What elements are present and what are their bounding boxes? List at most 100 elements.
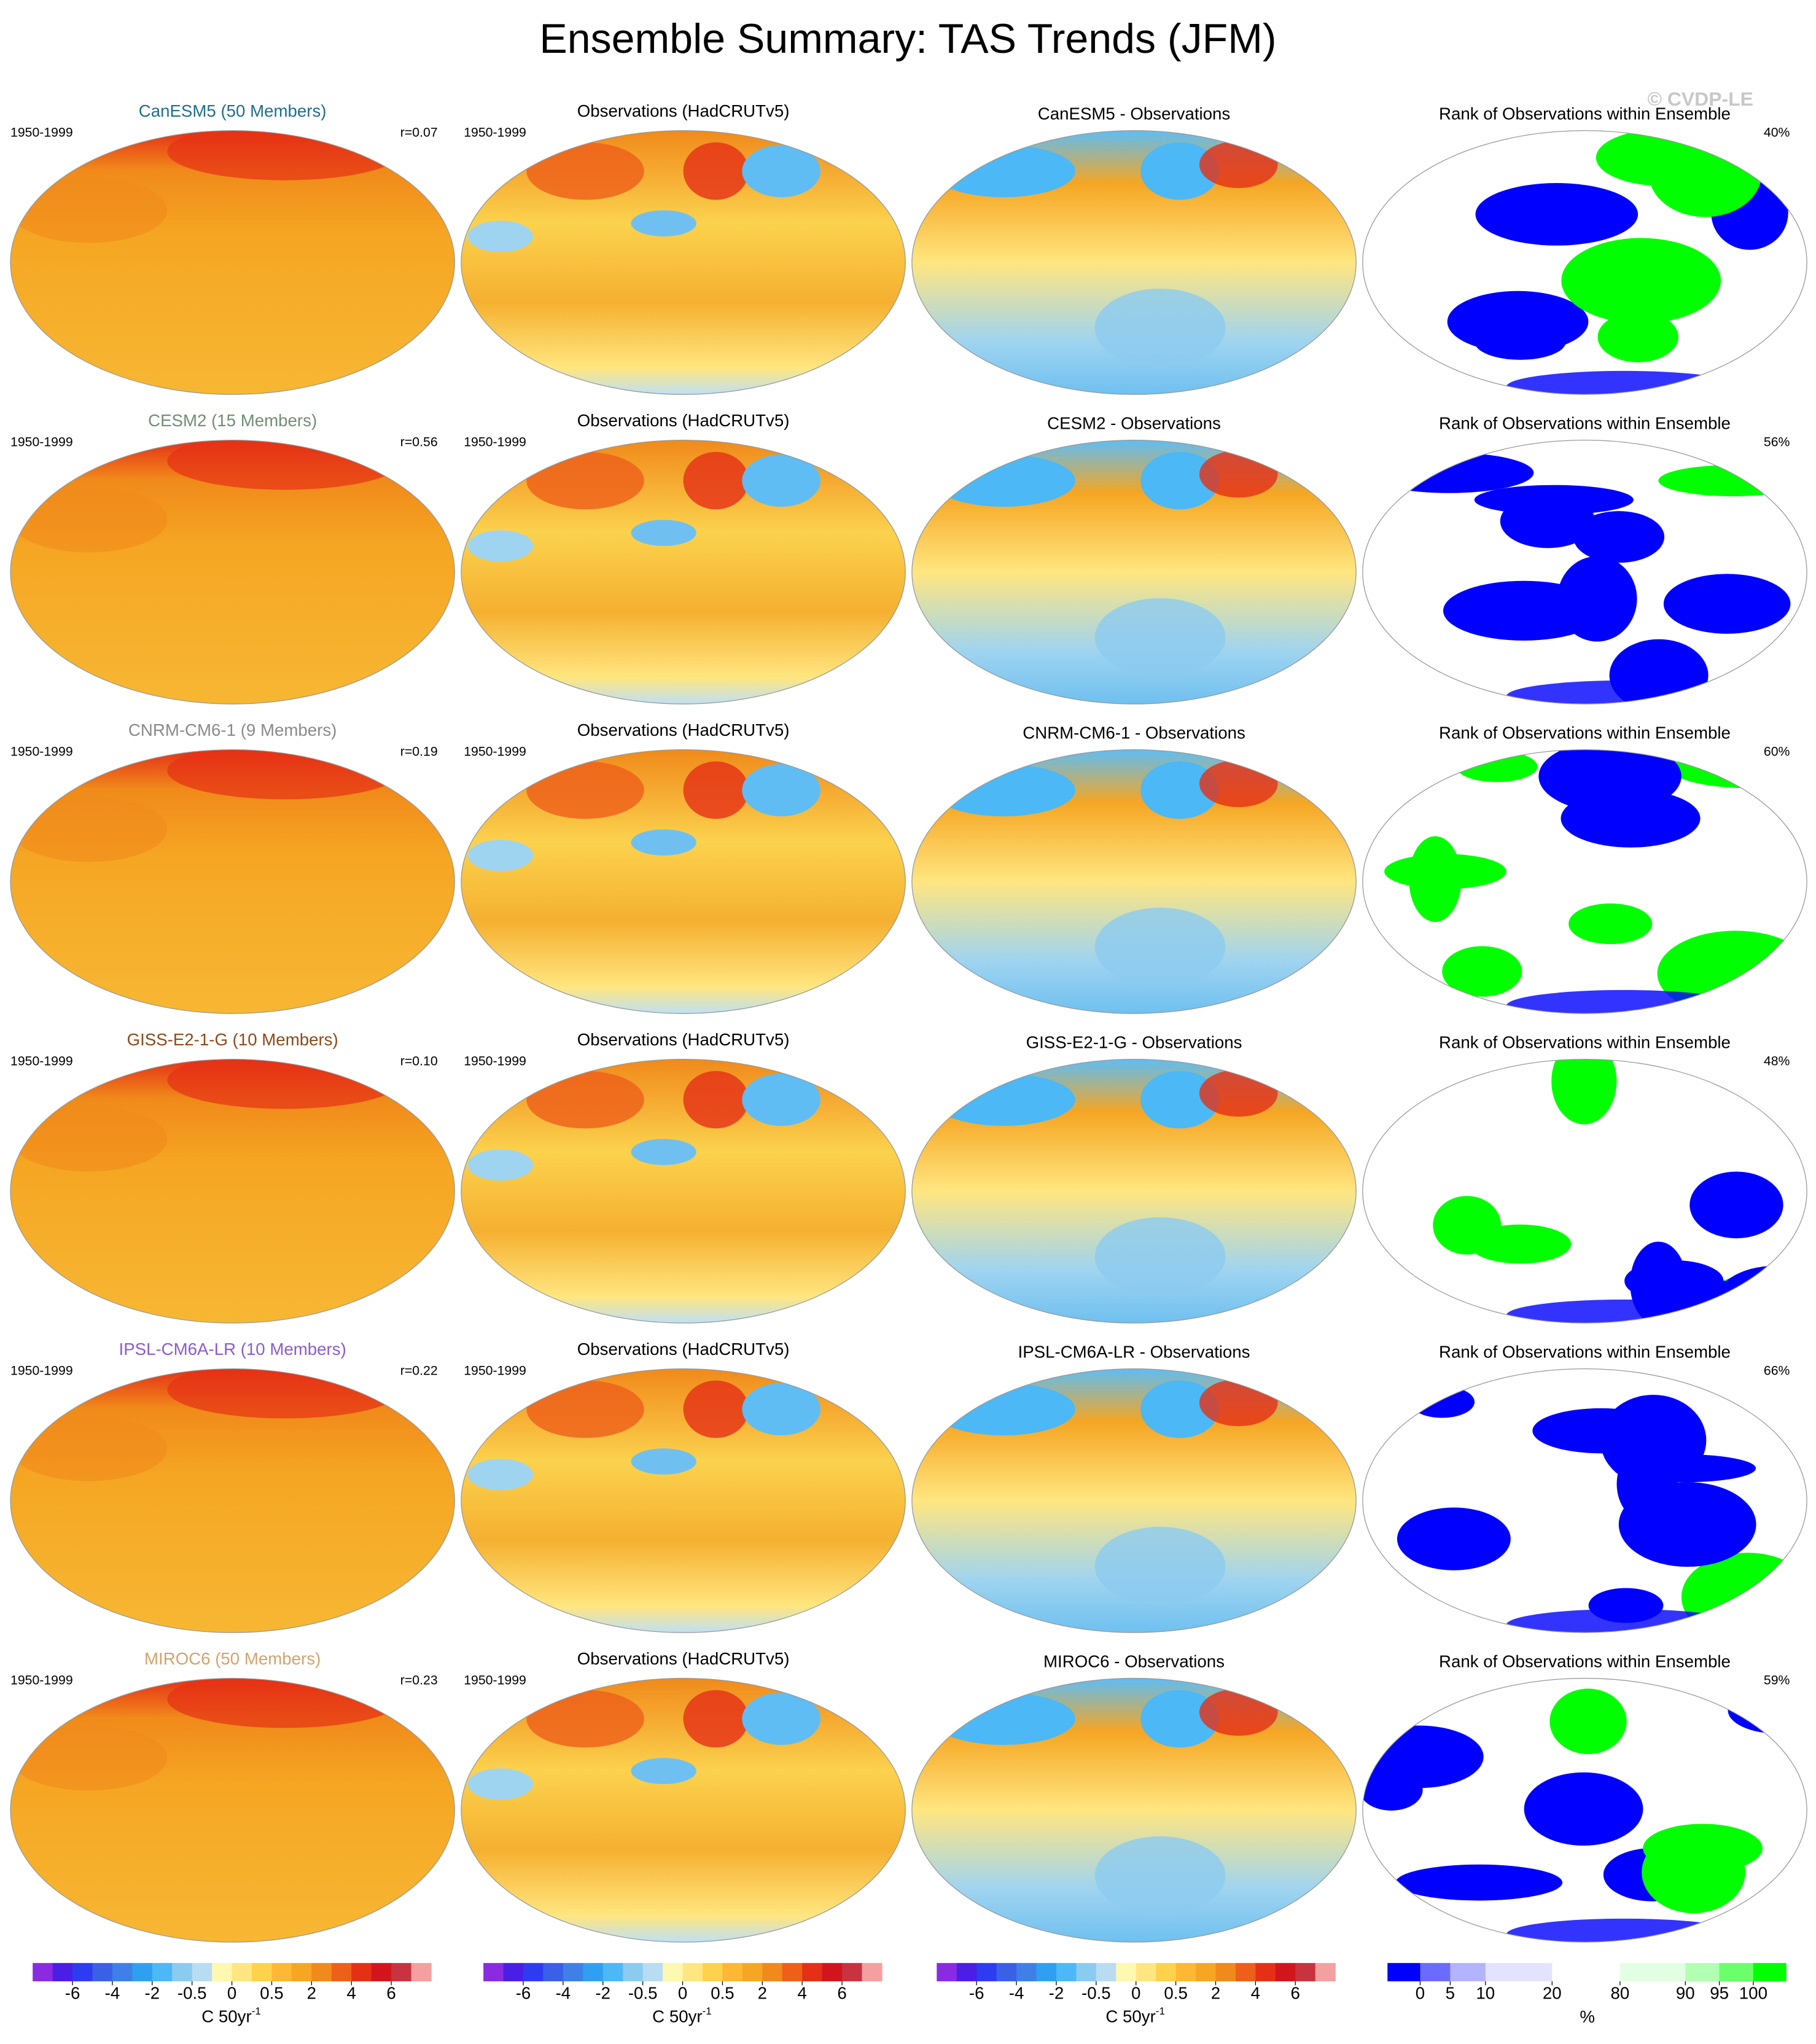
- colorbar-swatch: [92, 1963, 113, 1981]
- high-rank-region: [1658, 465, 1807, 496]
- difference-title: MIROC6 - Observations: [1043, 1652, 1225, 1671]
- high-rank-region: [1433, 1196, 1502, 1255]
- colorbar-swatch: [563, 1963, 583, 1981]
- colorbar-swatch: [351, 1963, 372, 1981]
- colorbar-swatch: [391, 1963, 412, 1981]
- colorbar-swatch: [503, 1963, 524, 1981]
- cool-region: [931, 1383, 1075, 1436]
- map-outline: [10, 439, 455, 704]
- low-rank-region: [1506, 1609, 1742, 1633]
- map-outline: [10, 1677, 455, 1943]
- cool-region: [931, 454, 1075, 507]
- colorbar-label: 2: [307, 1983, 316, 2002]
- cool-region: [1140, 1380, 1219, 1438]
- colorbar-swatch: [1215, 1963, 1236, 1981]
- map-panel: [1362, 440, 1807, 704]
- map-outline: [461, 1677, 906, 1943]
- difference-title: CNRM-CM6-1 - Observations: [1023, 723, 1245, 742]
- colorbar-label: -0.5: [177, 1983, 207, 2002]
- colorbar-swatch: [602, 1963, 623, 1981]
- colorbar-label: 6: [1291, 1983, 1300, 2002]
- map-outline: [911, 1368, 1357, 1633]
- map-outline: [1362, 130, 1807, 395]
- colorbar-swatch: [331, 1963, 352, 1981]
- cool-region: [1094, 1526, 1226, 1605]
- colorbar-swatch: [1485, 1963, 1553, 1981]
- map-background: [911, 749, 1357, 1014]
- cool-region: [1094, 288, 1226, 367]
- warm-region: [10, 177, 168, 243]
- unit-exponent: -1: [252, 2005, 261, 2016]
- rank-percent: 60%: [1764, 744, 1790, 759]
- low-rank-region: [1506, 680, 1742, 704]
- low-rank-region: [1475, 183, 1639, 246]
- cool-region: [631, 1758, 696, 1784]
- colorbar-swatch: [371, 1963, 392, 1981]
- cool-region: [1140, 761, 1219, 819]
- period-label: 1950-1999: [464, 1053, 526, 1068]
- correlation-label: r=0.56: [400, 435, 438, 450]
- cool-region: [631, 1139, 696, 1165]
- colorbar-swatch: [1016, 1963, 1037, 1981]
- warm-region: [1199, 1688, 1278, 1736]
- colorbar-swatch: [252, 1963, 273, 1981]
- colorbar-label: -4: [556, 1983, 571, 2002]
- colorbar-label: 0: [227, 1983, 236, 2002]
- map-panel: [911, 1368, 1357, 1633]
- map-panel: [10, 1678, 455, 1943]
- model-title: MIROC6 (50 Members): [144, 1649, 321, 1668]
- map-panel: [10, 1368, 455, 1633]
- colorbar-label: 4: [347, 1983, 356, 2002]
- low-rank-region: [1524, 1772, 1643, 1846]
- map-background: [1362, 1059, 1807, 1324]
- map-background: [911, 1368, 1357, 1633]
- rank-percent: 40%: [1764, 125, 1790, 140]
- warm-region: [683, 1071, 749, 1129]
- warm-region: [683, 761, 749, 819]
- warm-region: [683, 1690, 749, 1748]
- colorbar-swatch: [937, 1963, 957, 1981]
- low-rank-region: [1600, 1394, 1707, 1486]
- colorbar-label: 80: [1611, 1983, 1630, 2002]
- warm-region: [1199, 1379, 1278, 1427]
- colorbar-swatch: [702, 1963, 723, 1981]
- colorbar-swatch: [862, 1963, 883, 1981]
- warm-region: [10, 1416, 168, 1481]
- low-rank-region: [1364, 452, 1534, 493]
- colorbar-swatch: [72, 1963, 93, 1981]
- colorbar-label: 4: [797, 1983, 806, 2002]
- colorbar-swatch: [976, 1963, 997, 1981]
- map-panel: [461, 1678, 906, 1943]
- warm-region: [526, 1380, 644, 1438]
- map-outline: [911, 439, 1357, 704]
- difference-title: GISS-E2-1-G - Observations: [1026, 1032, 1242, 1051]
- cool-region: [467, 1149, 533, 1181]
- obs-title: Observations (HadCRUTv5): [577, 1649, 790, 1668]
- colorbar-swatch: [956, 1963, 977, 1981]
- cool-region: [931, 1692, 1075, 1746]
- warm-region: [683, 451, 749, 510]
- period-label: 1950-1999: [10, 1053, 73, 1068]
- colorbar-label: -2: [1049, 1983, 1064, 2002]
- colorbar-swatch: [642, 1963, 663, 1981]
- cool-region: [931, 145, 1075, 198]
- rank-title: Rank of Observations within Ensemble: [1439, 1032, 1731, 1051]
- colorbar-label: 90: [1676, 1983, 1695, 2002]
- high-rank-region: [1549, 1688, 1627, 1755]
- map-outline: [10, 1368, 455, 1633]
- warm-region: [526, 451, 644, 510]
- cool-region: [1140, 1690, 1219, 1748]
- rank-title: Rank of Observations within Ensemble: [1439, 104, 1731, 123]
- high-rank-region: [1597, 311, 1678, 362]
- colorbar-swatch: [1116, 1963, 1137, 1981]
- colorbar-swatch: [583, 1963, 604, 1981]
- cool-region: [742, 145, 820, 198]
- map-outline: [10, 1058, 455, 1324]
- warm-region: [167, 1678, 403, 1728]
- map-outline: [1362, 749, 1807, 1014]
- unit-text: C 50yr: [201, 2007, 251, 2026]
- colorbar-swatch: [1255, 1963, 1276, 1981]
- colorbar-swatch: [762, 1963, 783, 1981]
- cool-region: [467, 1768, 533, 1800]
